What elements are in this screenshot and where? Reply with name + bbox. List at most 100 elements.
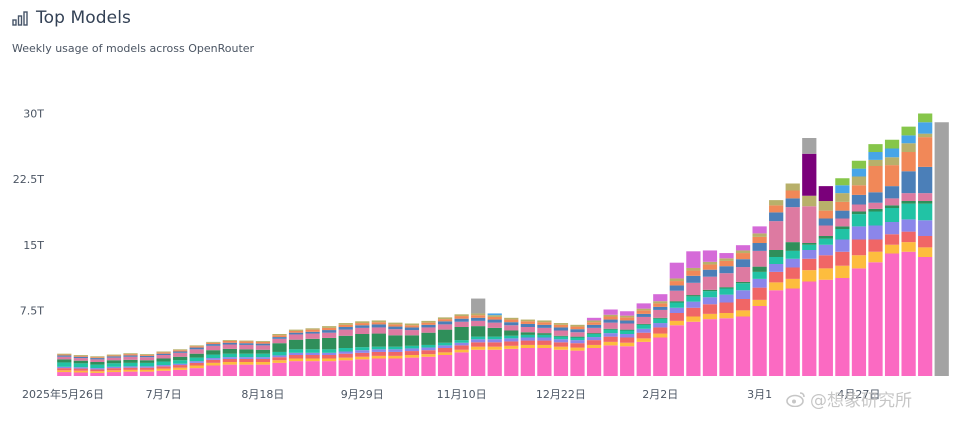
bar-segment xyxy=(73,355,88,356)
bar-segment xyxy=(222,342,237,345)
bar-segment xyxy=(371,355,386,359)
bar-segment xyxy=(222,348,237,354)
bar-segment xyxy=(901,135,916,144)
bar-segment xyxy=(90,372,105,376)
bar-segment xyxy=(752,278,767,288)
bar-segment xyxy=(388,324,403,327)
bar-segment xyxy=(686,316,701,322)
bar-segment xyxy=(802,258,817,271)
bar-segment xyxy=(702,250,718,262)
bar-segment xyxy=(454,345,469,350)
bar-segment xyxy=(255,353,271,358)
bar-segment xyxy=(487,322,502,328)
y-tick-label: 15T xyxy=(23,239,44,252)
bar-segment xyxy=(487,349,502,376)
bar-segment xyxy=(338,348,353,352)
bar-segment xyxy=(73,358,88,361)
bar-segment xyxy=(884,222,900,235)
bar-segment xyxy=(255,341,271,342)
bar-segment xyxy=(851,204,867,212)
bar-segment xyxy=(603,329,618,334)
bar-segment xyxy=(139,366,155,368)
bar-segment xyxy=(719,253,734,259)
bar-segment xyxy=(553,346,569,350)
bar-segment xyxy=(818,210,833,219)
bar-segment xyxy=(636,323,651,325)
bar-segment xyxy=(918,113,933,123)
bar-segment xyxy=(918,257,933,376)
bar-segment xyxy=(553,324,569,328)
bar-segment xyxy=(288,358,304,362)
bar-stack-21 xyxy=(404,323,420,377)
bar-segment xyxy=(735,299,751,311)
bar-segment xyxy=(173,365,188,368)
bar-segment xyxy=(868,144,883,153)
bar-segment xyxy=(371,358,386,376)
bar-segment xyxy=(702,269,718,277)
bar-segment xyxy=(222,340,237,342)
bar-segment xyxy=(471,298,486,314)
bars-layer xyxy=(57,113,949,377)
bar-segment xyxy=(769,250,784,257)
bar-segment xyxy=(222,341,237,343)
bar-stack-39 xyxy=(702,250,718,377)
bar-segment xyxy=(437,317,453,320)
bar-segment xyxy=(586,348,602,376)
bar-segment xyxy=(901,201,916,204)
bar-segment xyxy=(421,332,436,345)
bar-segment xyxy=(636,324,651,329)
bar-segment xyxy=(537,327,552,334)
bar-segment xyxy=(454,316,469,319)
bar-segment xyxy=(735,281,751,284)
bar-segment xyxy=(471,320,486,327)
bar-segment xyxy=(620,311,635,316)
bar-stack-12 xyxy=(255,341,271,377)
bar-segment xyxy=(404,325,420,328)
bar-segment xyxy=(851,176,867,186)
bar-segment xyxy=(702,261,718,265)
bar-segment xyxy=(686,267,701,271)
bar-segment xyxy=(404,335,420,346)
bar-segment xyxy=(884,157,900,166)
bar-segment xyxy=(338,335,353,348)
bar-stack-1 xyxy=(73,355,88,376)
bar-segment xyxy=(868,251,883,263)
bar-segment xyxy=(421,350,436,355)
bar-segment xyxy=(239,341,254,344)
bar-segment xyxy=(73,363,88,368)
bar-segment xyxy=(106,355,122,357)
bar-segment xyxy=(835,193,850,202)
bar-segment xyxy=(620,329,635,331)
bar-segment xyxy=(603,322,618,329)
bar-segment xyxy=(239,357,254,359)
bar-stack-33 xyxy=(603,309,618,377)
bar-segment xyxy=(537,337,552,341)
bar-segment xyxy=(603,333,618,337)
bar-segment xyxy=(669,302,684,308)
bar-segment xyxy=(355,334,370,348)
bar-segment xyxy=(769,205,784,213)
bar-segment xyxy=(73,372,88,376)
bar-segment xyxy=(851,214,867,227)
bar-stack-11 xyxy=(239,340,254,377)
bar-segment xyxy=(338,353,353,358)
bar-segment xyxy=(719,287,734,289)
bar-segment xyxy=(471,342,486,347)
bar-segment xyxy=(653,337,668,376)
bar-segment xyxy=(851,239,867,256)
bar-segment xyxy=(421,324,436,328)
bar-stack-31 xyxy=(570,324,585,377)
bar-segment xyxy=(437,324,453,330)
bar-segment xyxy=(719,266,734,274)
bar-segment xyxy=(669,301,684,303)
bar-segment xyxy=(603,309,618,315)
bar-segment xyxy=(901,231,916,243)
bar-segment xyxy=(785,198,800,208)
bar-segment xyxy=(835,218,850,227)
bar-segment xyxy=(669,278,684,282)
bar-segment xyxy=(636,328,651,333)
bar-segment xyxy=(139,360,155,363)
bar-segment xyxy=(139,355,155,356)
bar-segment xyxy=(371,349,386,352)
bar-segment xyxy=(322,332,337,338)
